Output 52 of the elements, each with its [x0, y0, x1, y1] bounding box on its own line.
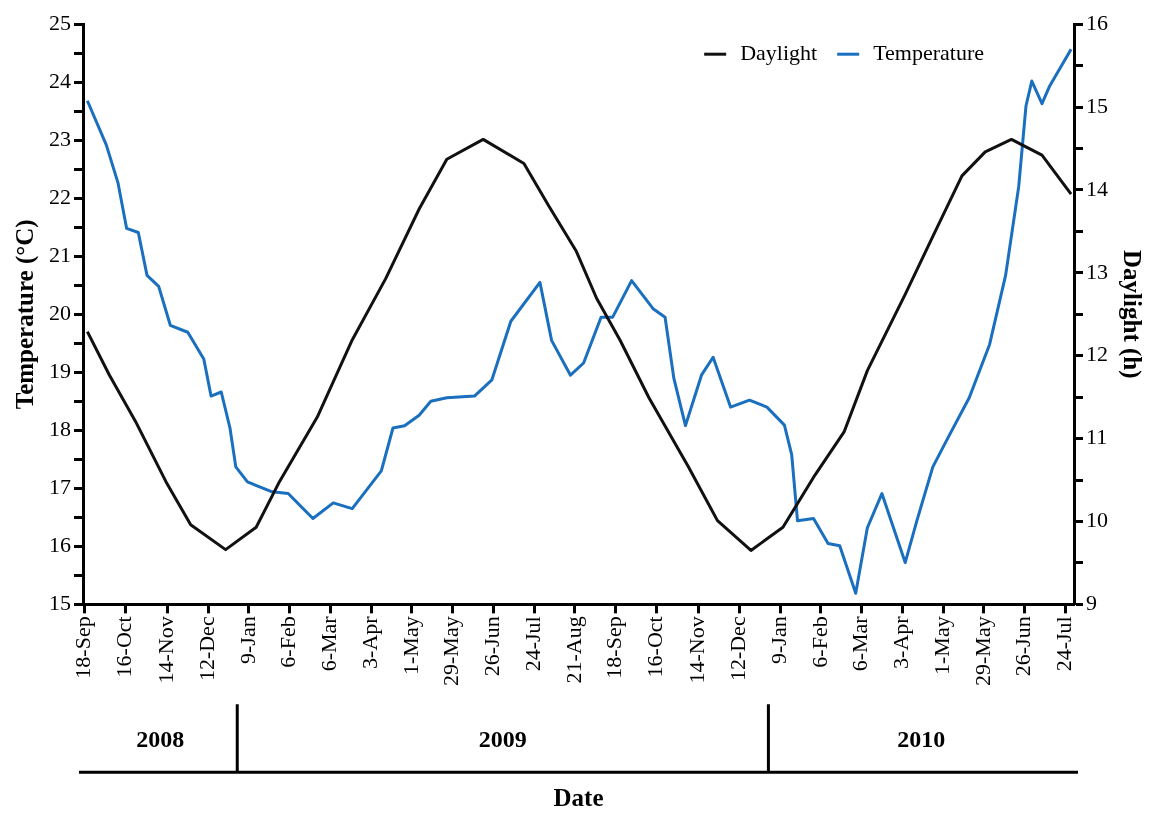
y-tick-label: 18 — [49, 416, 71, 442]
x-tick-label: 16-Oct — [110, 616, 136, 678]
x-tick-label: 3-Apr — [356, 615, 382, 669]
y2-tick-label: 15 — [1086, 92, 1108, 118]
x-tick-label: 26-Jun — [1010, 616, 1036, 677]
x-tick-label: 6-Feb — [275, 616, 301, 668]
x-tick-label: 9-Jan — [234, 616, 260, 664]
x-tick-label: 12-Dec — [193, 616, 219, 682]
x-tick-label: 9-Jan — [765, 616, 791, 664]
x-tick-label: 14-Nov — [153, 616, 179, 684]
y2-tick-label: 9 — [1086, 590, 1097, 616]
y2-tick-label: 16 — [1086, 9, 1108, 35]
y2-axis-title: Daylight (h) — [1117, 250, 1146, 379]
y-tick-label: 21 — [49, 242, 71, 268]
y2-tick-label: 12 — [1086, 341, 1108, 367]
x-tick-label: 6-Feb — [806, 616, 832, 668]
x-tick-label: 6-Mar — [316, 615, 342, 672]
x-tick-label: 1-May — [397, 616, 423, 675]
y-tick-label: 20 — [49, 300, 71, 326]
x-tick-label: 24-Jul — [1051, 616, 1077, 672]
text: 2010 — [897, 725, 946, 752]
x-tick-label: 29-May — [969, 616, 995, 686]
x-tick-label: 26-Jun — [479, 616, 505, 677]
x-axis-title: Date — [553, 784, 604, 812]
y-tick-label: 23 — [49, 126, 71, 152]
x-tick-label: 3-Apr — [888, 615, 914, 669]
y-tick-label: 16 — [49, 532, 71, 558]
y-tick-label: 15 — [49, 590, 71, 616]
x-tick-label: 16-Oct — [642, 616, 668, 678]
text: 2009 — [478, 725, 527, 752]
x-tick-label: 18-Sep — [601, 616, 627, 679]
y2-tick-label: 14 — [1086, 175, 1108, 201]
x-tick-label: 6-Mar — [847, 615, 873, 672]
y-tick-label: 22 — [49, 184, 71, 210]
y2-tick-label: 13 — [1086, 258, 1108, 284]
y-tick-label: 25 — [49, 9, 71, 35]
legend-label: Temperature — [873, 39, 985, 65]
x-tick-label: 29-May — [438, 616, 464, 686]
y2-tick-label: 11 — [1086, 424, 1108, 450]
y2-tick-label: 10 — [1086, 507, 1108, 533]
x-tick-label: 1-May — [928, 616, 954, 675]
legend-label: Daylight — [740, 39, 818, 65]
text: 2008 — [136, 725, 185, 752]
x-tick-label: 14-Nov — [684, 616, 710, 684]
x-tick-label: 24-Jul — [519, 616, 545, 672]
y-tick-label: 19 — [49, 358, 71, 384]
x-tick-label: 18-Sep — [70, 616, 96, 679]
y-tick-label: 24 — [49, 68, 71, 93]
x-tick-label: 21-Aug — [560, 616, 586, 684]
y-tick-label: 17 — [49, 474, 71, 500]
y-axis-title: Temperature (°C) — [11, 219, 40, 410]
x-tick-label: 12-Dec — [725, 616, 751, 682]
